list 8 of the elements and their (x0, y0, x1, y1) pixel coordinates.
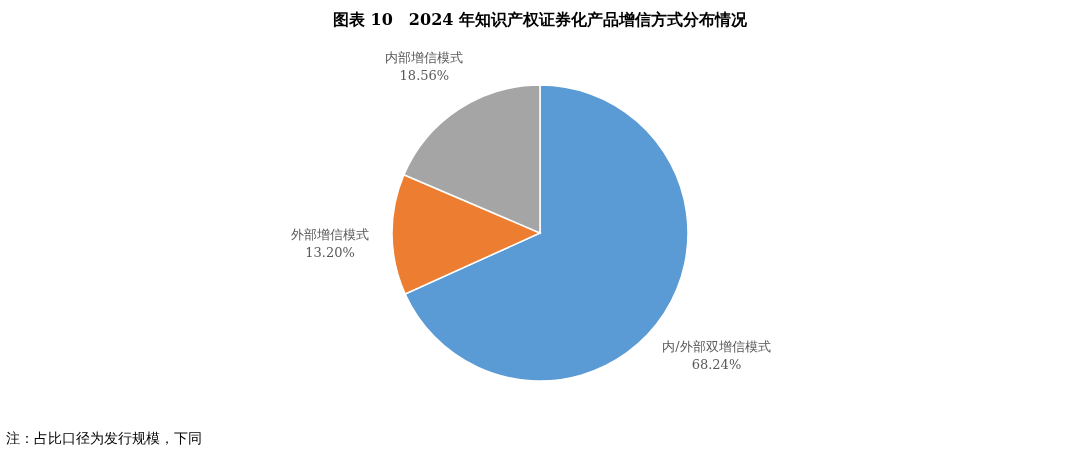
data-label: 13.20% (305, 245, 355, 261)
slice-label: 外部增信模式 (291, 227, 370, 243)
chart-title: 图表 10 2024 年知识产权证券化产品增信方式分布情况 (333, 10, 748, 29)
text: 注：占比口径为发行规模，下同 (6, 430, 202, 448)
slice-label: 内/外部双增信模式 (662, 338, 771, 354)
data-label: 18.56% (399, 67, 450, 83)
slice-label: 内部增信模式 (385, 49, 464, 65)
data-label: 68.24% (691, 356, 742, 372)
